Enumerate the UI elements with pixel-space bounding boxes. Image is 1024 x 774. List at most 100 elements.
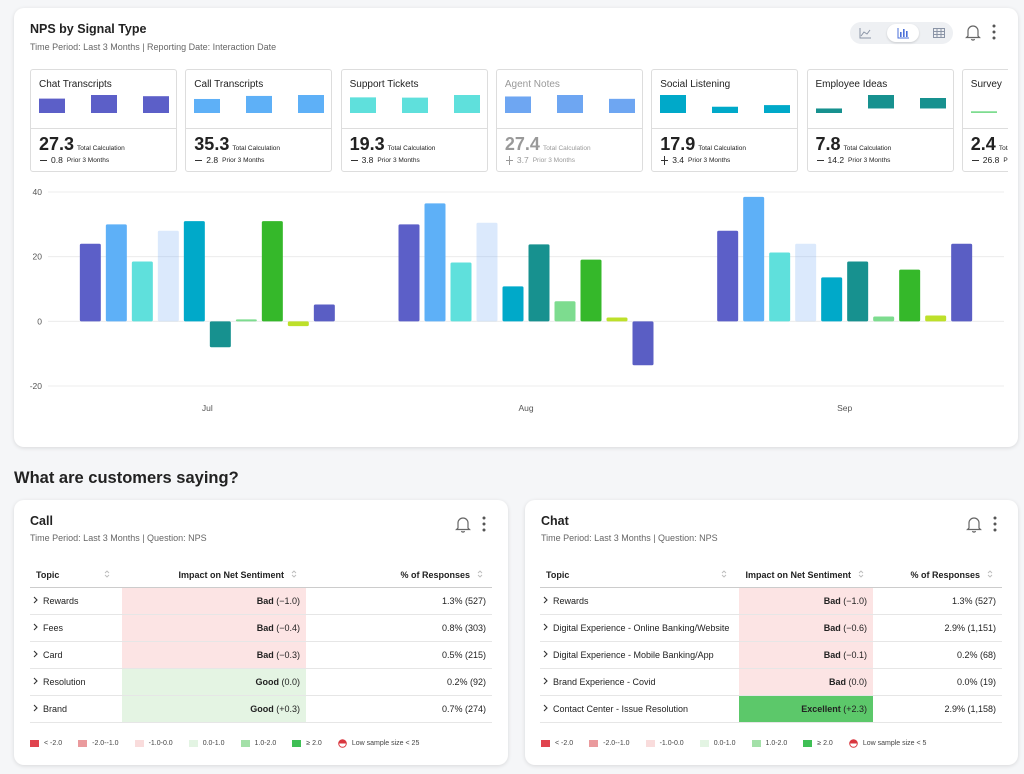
column-header[interactable]: Impact on Net Sentiment xyxy=(122,561,306,588)
responses-cell: 0.2% (68) xyxy=(873,641,1002,669)
mini-bar xyxy=(91,95,117,113)
kpi-total-label: Total Calculation xyxy=(698,145,746,152)
menu-dot xyxy=(482,516,486,520)
column-header[interactable]: % of Responses xyxy=(306,561,492,588)
table-view-button[interactable] xyxy=(932,26,946,40)
expand-icon xyxy=(543,677,548,685)
topic-cell[interactable]: Digital Experience - Online Banking/Webs… xyxy=(540,614,739,642)
kpi-tile[interactable]: Support Tickets 19.3 Total Calculation 3.8 P… xyxy=(340,69,488,172)
view-toggle xyxy=(850,22,953,44)
kpi-name: Employee Ideas xyxy=(815,79,888,90)
column-header[interactable]: % of Responses xyxy=(873,561,1002,588)
kpi-change-value: 26.8 xyxy=(982,155,1000,165)
sort-icon xyxy=(722,570,727,578)
sort-arrow xyxy=(105,570,110,578)
kpi-change-value: 14.2 xyxy=(827,155,845,165)
legend: < -2.0 -2.0--1.0 -1.0-0.0 0.0-1.0 1.0-2.0 ≥ 2… xyxy=(541,739,942,748)
legend-item: ≥ 2.0 xyxy=(803,740,833,747)
card-title: NPS by Signal Type xyxy=(30,22,147,36)
topic-cell[interactable]: Brand xyxy=(30,695,122,723)
trend-icon xyxy=(971,159,979,161)
kpi-change: 3.7 Prior 3 Months xyxy=(505,155,575,165)
column-header[interactable]: Impact on Net Sentiment xyxy=(739,561,873,588)
kpi-total-label: Total Calculation xyxy=(232,145,281,152)
alert-button[interactable] xyxy=(965,23,981,41)
trend-icon xyxy=(195,159,203,161)
panel-subtitle: Time Period: Last 3 Months | Question: N… xyxy=(30,533,207,543)
mini-bar xyxy=(39,98,65,113)
menu-dot xyxy=(993,522,997,526)
topic-cell[interactable]: Rewards xyxy=(30,587,122,615)
responses-cell: 1.3% (527) xyxy=(873,587,1002,615)
mini-bar xyxy=(194,98,221,113)
table-row: Digital Experience - Online Banking/Webs… xyxy=(540,614,1002,642)
column-header[interactable]: Topic xyxy=(30,561,122,588)
column-label: % of Responses xyxy=(400,570,470,580)
kpi-tile[interactable]: Employee Ideas 7.8 Total Calculation 14.2 Pr… xyxy=(806,69,954,172)
topic-cell[interactable]: Fees xyxy=(30,614,122,642)
kpi-change: 3.4 Prior 3 Months xyxy=(660,155,730,165)
bar xyxy=(450,262,472,322)
responses-cell: 2.9% (1,151) xyxy=(873,614,1002,642)
bell-clapper xyxy=(460,530,466,533)
topic-cell[interactable]: Digital Experience - Mobile Banking/App xyxy=(540,641,739,669)
panel-title: Chat xyxy=(541,514,569,528)
menu-button[interactable] xyxy=(480,515,488,533)
mini-bar xyxy=(453,95,480,113)
legend-swatch xyxy=(803,740,813,747)
bar xyxy=(261,221,283,322)
bar xyxy=(795,243,817,322)
topic-cell[interactable]: Brand Experience - Covid xyxy=(540,668,739,696)
column-header[interactable]: Topic xyxy=(540,561,739,588)
kpi-value: 7.8 Total Calculation xyxy=(816,134,892,155)
menu-button[interactable] xyxy=(990,23,998,41)
kpi-prior-label: Prior 3 Months xyxy=(222,156,265,164)
x-tick-label: Aug xyxy=(518,403,533,413)
chevron xyxy=(543,623,548,631)
alert-button[interactable] xyxy=(455,515,471,533)
bar-view-button[interactable] xyxy=(887,24,919,42)
legend-item: 1.0-2.0 xyxy=(240,740,276,747)
mini-bar xyxy=(919,98,946,109)
alert-button[interactable] xyxy=(966,515,982,533)
topic-cell[interactable]: Rewards xyxy=(540,587,739,615)
kpi-total: 35.3 xyxy=(194,134,230,154)
trend-icon xyxy=(350,159,358,161)
topic-cell[interactable]: Card xyxy=(30,641,122,669)
legend-swatch xyxy=(134,740,144,747)
responses-cell: 2.9% (1,158) xyxy=(873,695,1002,723)
kpi-change: 0.8 Prior 3 Months xyxy=(39,155,109,165)
line-view-button[interactable] xyxy=(858,26,872,40)
legend-label: -2.0--1.0 xyxy=(603,740,630,747)
kpi-tile[interactable]: Agent Notes 27.4 Total Calculation 3.7 Prior… xyxy=(495,69,643,172)
score: (−0.6) xyxy=(843,623,867,633)
bar xyxy=(873,316,895,322)
topic-cell[interactable]: Resolution xyxy=(30,668,122,696)
sort-icon xyxy=(987,570,993,578)
chevron xyxy=(33,677,38,685)
chevron xyxy=(543,650,548,658)
topic-cell[interactable]: Contact Center - Issue Resolution xyxy=(540,695,739,723)
kpi-tile[interactable]: Social Listening 17.9 Total Calculation 3.4… xyxy=(651,69,799,172)
kpi-total: 17.9 xyxy=(660,134,696,154)
kpi-name: Agent Notes xyxy=(504,79,560,90)
bar xyxy=(717,230,739,322)
mini-bar xyxy=(349,97,376,113)
bar xyxy=(821,277,843,322)
menu-button[interactable] xyxy=(991,515,999,533)
kpi-tile[interactable]: Call Transcripts 35.3 Total Calculation 2.8… xyxy=(185,69,333,172)
low-sample-label: Low sample size < 25 xyxy=(351,740,420,747)
kpi-tile[interactable]: Chat Transcripts 27.3 Total Calculation 0.8… xyxy=(30,69,177,172)
bar xyxy=(899,269,921,322)
kpi-change: 3.8 Prior 3 Months xyxy=(350,155,420,165)
legend-item: -2.0--1.0 xyxy=(589,740,630,747)
mini-bar xyxy=(608,98,635,113)
column-label: % of Responses xyxy=(910,570,980,580)
legend-swatch xyxy=(645,740,655,747)
impact-cell: Bad (−0.6) xyxy=(739,614,873,642)
bar xyxy=(183,221,205,322)
panel-subtitle: Time Period: Last 3 Months | Question: N… xyxy=(541,533,718,543)
